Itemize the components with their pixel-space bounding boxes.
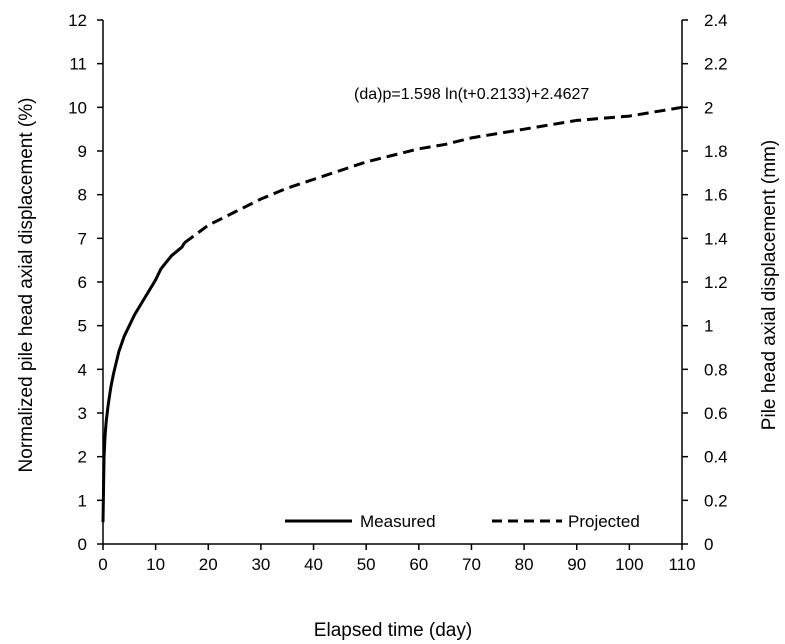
y2-tick-label: 1.8 — [704, 142, 728, 161]
y2-tick-label: 0.8 — [704, 360, 728, 379]
y-axis-title-left: Normalized pile head axial displacement … — [16, 98, 37, 473]
x-tick-label: 100 — [615, 555, 643, 574]
y-tick-label: 8 — [78, 186, 87, 205]
series-projected-line — [185, 107, 682, 242]
y2-tick-label: 2.2 — [704, 55, 728, 74]
y2-tick-label: 1.4 — [704, 229, 728, 248]
y-tick-label: 0 — [78, 535, 87, 554]
y-tick-label: 12 — [68, 11, 87, 30]
x-tick-label: 20 — [199, 555, 218, 574]
y-tick-label: 4 — [78, 360, 87, 379]
y-ticks-right: 0 0.2 0.4 0.6 0.8 1 1.2 1.4 1.6 1.8 2 2.2 2.4 — [682, 11, 728, 554]
y-tick-label: 7 — [78, 229, 87, 248]
y2-tick-label: 1.6 — [704, 186, 728, 205]
y2-tick-label: 0 — [704, 535, 713, 554]
y-axis-title-right: Pile head axial displacement (mm) — [759, 140, 780, 430]
y2-tick-label: 0.4 — [704, 448, 728, 467]
x-tick-label: 30 — [251, 555, 270, 574]
series-layer — [103, 107, 682, 522]
y2-tick-label: 1.2 — [704, 273, 728, 292]
y-tick-label: 3 — [78, 404, 87, 423]
x-tick-label: 80 — [515, 555, 534, 574]
y-tick-label: 1 — [78, 491, 87, 510]
x-ticks: 0 10 20 30 40 50 60 70 80 90 100 110 — [98, 544, 695, 574]
x-tick-label: 10 — [146, 555, 165, 574]
y2-tick-label: 1 — [704, 317, 713, 336]
x-tick-label: 70 — [462, 555, 481, 574]
y2-tick-label: 2.4 — [704, 11, 728, 30]
equation-annotation: (da)p=1.598 ln(t+0.2133)+2.4627 — [354, 86, 589, 103]
y2-tick-label: 0.2 — [704, 491, 728, 510]
y-tick-label: 5 — [78, 317, 87, 336]
x-tick-label: 90 — [567, 555, 586, 574]
x-tick-label: 110 — [668, 555, 695, 574]
y-tick-label: 6 — [78, 273, 87, 292]
series-measured-line — [103, 243, 185, 522]
y2-tick-label: 0.6 — [704, 404, 728, 423]
legend-projected-label: Projected — [568, 512, 640, 531]
y-tick-label: 2 — [78, 448, 87, 467]
y-tick-label: 10 — [68, 98, 87, 117]
x-tick-label: 0 — [98, 555, 107, 574]
x-tick-label: 50 — [357, 555, 376, 574]
x-tick-label: 40 — [304, 555, 323, 574]
y2-tick-label: 2 — [704, 98, 713, 117]
x-tick-label: 60 — [409, 555, 428, 574]
y-tick-label: 11 — [69, 55, 87, 74]
x-axis-title: Elapsed time (day) — [314, 620, 472, 641]
y-tick-label: 9 — [78, 142, 87, 161]
legend: Measured Projected — [285, 512, 640, 531]
legend-measured-label: Measured — [360, 512, 436, 531]
